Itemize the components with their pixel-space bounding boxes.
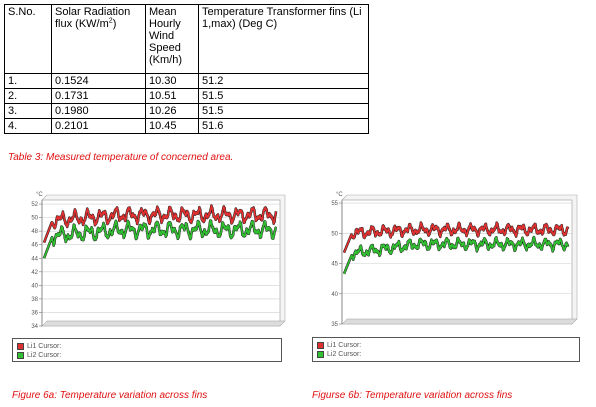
- y-tick-label: 40: [331, 292, 338, 298]
- table-row: 4. 0.2101 10.45 51.6: [4, 118, 369, 134]
- y-tick-label: 40: [31, 283, 38, 289]
- legend-item-li1: Li1 Cursor:: [317, 341, 575, 350]
- legend-item-li2: Li2 Cursor:: [17, 351, 277, 360]
- series-line-li2: [43, 219, 277, 259]
- legend-label-li1: Li1 Cursor:: [27, 343, 62, 350]
- li2-swatch: [317, 351, 324, 358]
- cell-wind: 10.45: [145, 118, 199, 134]
- header-wind-speed: Mean Hourly Wind Speed (Km/h): [145, 4, 199, 74]
- y-tick-label: 50: [331, 231, 338, 237]
- y-unit-label: °C: [36, 192, 43, 198]
- cell-sno: 1.: [4, 73, 52, 89]
- table-header-row: S.No. Solar Radiation flux (KW/m2) Mean …: [4, 4, 369, 74]
- cell-solar: 0.1731: [51, 88, 146, 104]
- chart-6b: °C 35 40 45 50 55: [331, 192, 578, 328]
- legend-item-li2: Li2 Cursor:: [317, 350, 575, 359]
- y-tick-label: 46: [31, 243, 38, 249]
- series-line-li1: [343, 221, 569, 253]
- cell-solar: 0.1980: [51, 103, 146, 119]
- table-row: 3. 0.1980 10.26 51.5: [4, 103, 369, 119]
- cell-wind: 10.51: [145, 88, 199, 104]
- header-temperature: Temperature Transformer fins (Li 1,max) …: [198, 4, 369, 74]
- y-tick-label: 35: [331, 322, 338, 328]
- table-row: 2. 0.1731 10.51 51.5: [4, 88, 369, 104]
- legend-label-li2: Li2 Cursor:: [327, 351, 362, 358]
- legend-6b: Li1 Cursor: Li2 Cursor:: [312, 337, 580, 362]
- plot-floor: [41, 320, 286, 327]
- y-tick-label: 48: [31, 229, 38, 235]
- li2-swatch: [17, 352, 24, 359]
- measurement-table: S.No. Solar Radiation flux (KW/m2) Mean …: [4, 4, 369, 134]
- table-caption: Table 3: Measured temperature of concern…: [8, 152, 234, 163]
- legend-item-li1: Li1 Cursor:: [17, 342, 277, 351]
- cell-sno: 4.: [4, 118, 52, 134]
- cell-solar: 0.2101: [51, 118, 146, 134]
- cell-wind: 10.26: [145, 103, 199, 119]
- y-tick-label: 45: [331, 262, 338, 268]
- header-solar-radiation-text: Solar Radiation flux (KW/m: [55, 6, 131, 30]
- li1-swatch: [17, 343, 24, 350]
- series-line-li2: [343, 236, 569, 275]
- cell-sno: 2.: [4, 88, 52, 104]
- plot-area: [341, 199, 573, 325]
- legend-label-li2: Li2 Cursor:: [27, 352, 62, 359]
- y-tick-label: 42: [31, 270, 38, 276]
- legend-6a: Li1 Cursor: Li2 Cursor:: [12, 338, 282, 362]
- y-unit-label: °C: [336, 192, 343, 198]
- li1-swatch: [317, 342, 324, 349]
- cell-temp: 51.5: [198, 88, 369, 104]
- header-sno: S.No.: [4, 4, 52, 74]
- figure-6b-caption: Figurse 6b: Temperature variation across…: [312, 390, 513, 401]
- y-tick-label: 52: [31, 202, 38, 208]
- y-tick-label: 55: [331, 201, 338, 207]
- chart-6a: °C 34 36 38 40 42 44 46 48 50 52: [31, 192, 286, 330]
- y-tick-label: 44: [31, 256, 38, 262]
- y-tick-label: 34: [31, 324, 38, 330]
- cell-sno: 3.: [4, 103, 52, 119]
- cell-temp: 51.2: [198, 73, 369, 89]
- series-line-li1: [43, 204, 277, 243]
- header-solar-radiation: Solar Radiation flux (KW/m2): [51, 4, 146, 74]
- legend-label-li1: Li1 Cursor:: [327, 342, 362, 349]
- cell-temp: 51.5: [198, 103, 369, 119]
- cell-solar: 0.1524: [51, 73, 146, 89]
- header-superscript: 2: [108, 17, 113, 25]
- y-tick-label: 36: [31, 310, 38, 316]
- figure-6a-caption: Figure 6a: Temperature variation across …: [12, 390, 208, 401]
- cell-wind: 10.30: [145, 73, 199, 89]
- header-close-paren: ): [112, 18, 117, 30]
- table-row: 1. 0.1524 10.30 51.2: [4, 73, 369, 89]
- cell-temp: 51.6: [198, 118, 369, 134]
- y-tick-label: 38: [31, 297, 38, 303]
- y-tick-label: 50: [31, 216, 38, 222]
- plot-floor: [341, 318, 578, 325]
